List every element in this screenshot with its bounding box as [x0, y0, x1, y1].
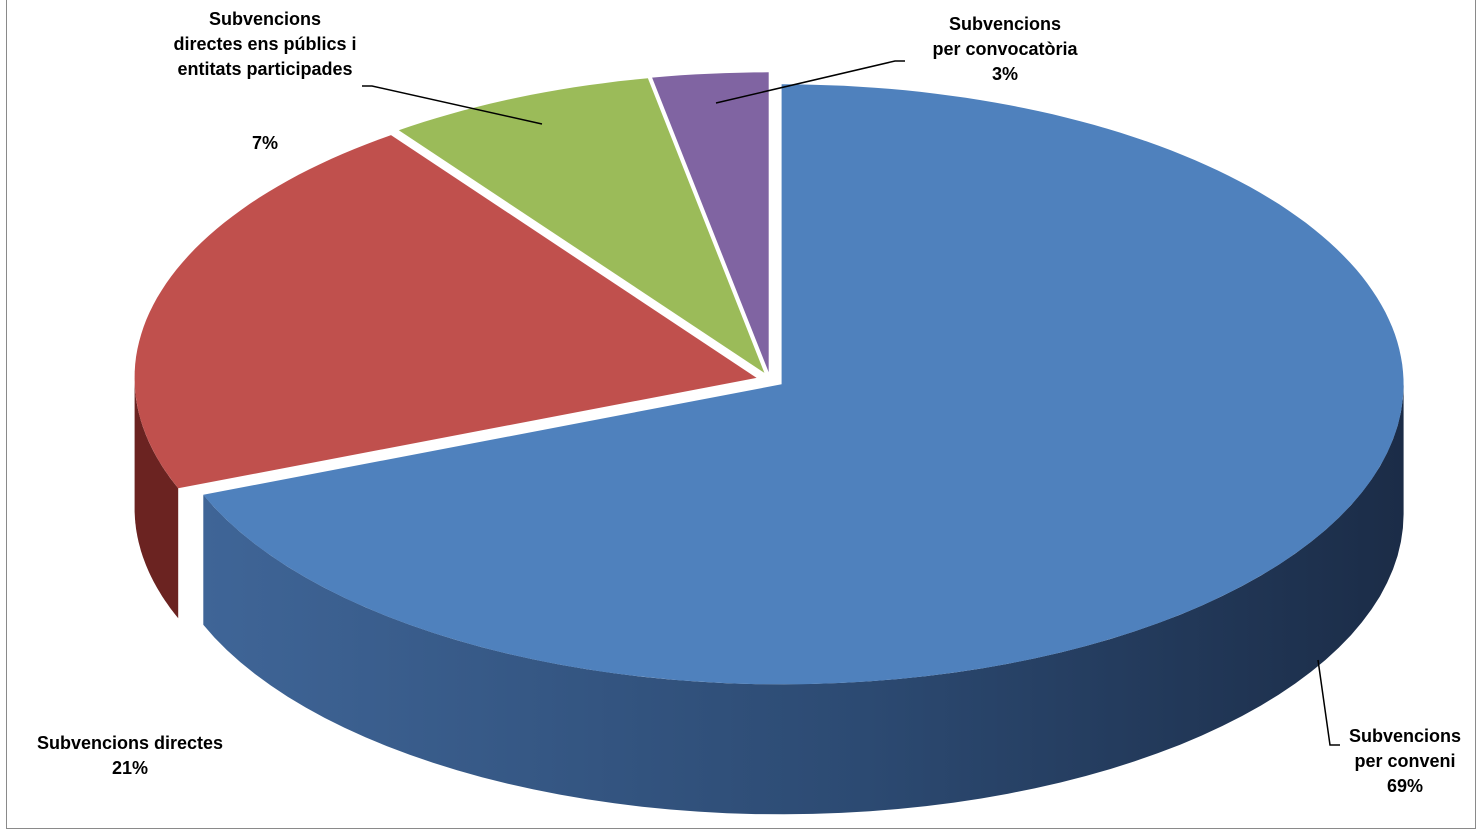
label-convocatoria-line1: Subvencions	[948, 14, 1062, 34]
label-convocatoria: Subvencions per convocatòria 3%	[905, 12, 1105, 87]
label-convocatoria-line2: per convocatòria	[932, 39, 1078, 59]
label-directes-percent: 21%	[111, 758, 149, 778]
label-ens-publics-percent: 7%	[251, 133, 278, 153]
chart-frame	[6, 0, 1476, 829]
pie-sides	[134, 377, 1404, 815]
label-convocatoria-percent: 3%	[991, 64, 1018, 84]
pie-slice-ens-publics	[398, 78, 765, 373]
label-conveni: Subvencions per conveni 69%	[1330, 724, 1478, 799]
leader-line-ens-publics	[362, 85, 543, 125]
leader-line-conveni	[1317, 659, 1340, 746]
label-ens-publics-line3: entitats participades	[177, 59, 353, 79]
label-ens-publics: Subvencions directes ens públics i entit…	[150, 7, 380, 82]
pie-side-conveni	[203, 384, 1404, 815]
pie-slice-convocatoria	[652, 72, 769, 373]
pie-slice-conveni	[203, 84, 1404, 685]
pie-slice-directes	[134, 135, 757, 489]
label-conveni-line1: Subvencions	[1348, 726, 1462, 746]
label-ens-publics-line1: Subvencions	[208, 9, 322, 29]
label-directes-line1: Subvencions directes	[36, 733, 224, 753]
label-directes: Subvencions directes 21%	[10, 731, 250, 781]
pie-side-directes	[134, 377, 179, 619]
leader-line-convocatoria	[715, 60, 905, 104]
pie-tops	[134, 72, 1404, 685]
label-ens-publics-line2: directes ens públics i	[173, 34, 357, 54]
label-conveni-line2: per conveni	[1354, 751, 1456, 771]
pie-leaders	[362, 60, 1340, 746]
label-conveni-percent: 69%	[1386, 776, 1424, 796]
